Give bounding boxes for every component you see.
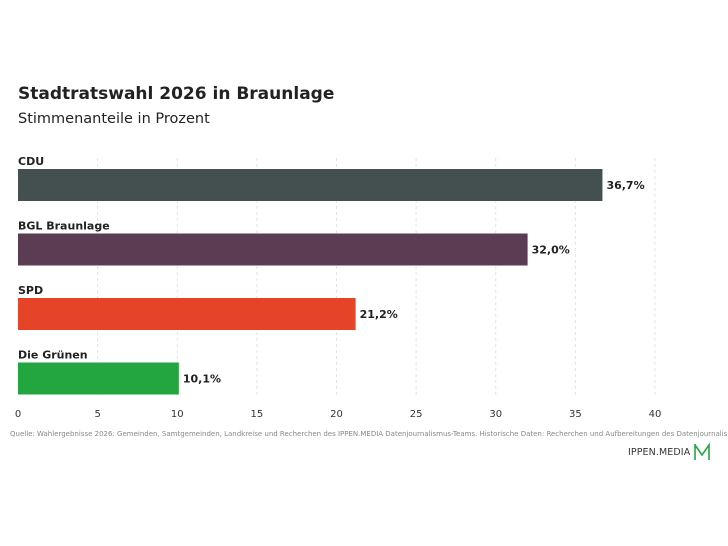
- chart-subtitle: Stimmenanteile in Prozent: [18, 111, 210, 127]
- brand: IPPEN.MEDIA: [628, 442, 711, 462]
- brand-name: IPPEN.MEDIA: [628, 446, 691, 458]
- ippen-media-logo-icon: [694, 442, 711, 460]
- source-note: Quelle: Wahlergebnisse 2026: Gemeinden, …: [10, 430, 728, 438]
- x-tick-label: 30: [489, 409, 502, 420]
- bar: [18, 298, 356, 330]
- category-label: BGL Braunlage: [18, 220, 110, 233]
- category-label: Die Grünen: [18, 349, 88, 362]
- chart-title: Stadtratswahl 2026 in Braunlage: [18, 84, 335, 104]
- category-label: SPD: [18, 284, 43, 297]
- category-label: CDU: [18, 155, 44, 168]
- value-label: 21,2%: [360, 308, 398, 321]
- bar: [18, 362, 179, 395]
- x-tick-label: 15: [251, 409, 264, 420]
- value-label: 32,0%: [532, 244, 570, 257]
- x-tick-label: 5: [94, 409, 100, 420]
- x-tick-label: 10: [171, 409, 184, 420]
- value-label: 36,7%: [606, 179, 644, 192]
- value-label: 10,1%: [183, 373, 221, 386]
- bar: [18, 233, 528, 266]
- x-tick-label: 25: [410, 409, 423, 420]
- x-tick-label: 0: [15, 409, 21, 420]
- x-tick-label: 35: [569, 409, 582, 420]
- x-tick-label: 40: [649, 409, 662, 420]
- x-tick-label: 20: [330, 409, 343, 420]
- bar: [18, 169, 603, 201]
